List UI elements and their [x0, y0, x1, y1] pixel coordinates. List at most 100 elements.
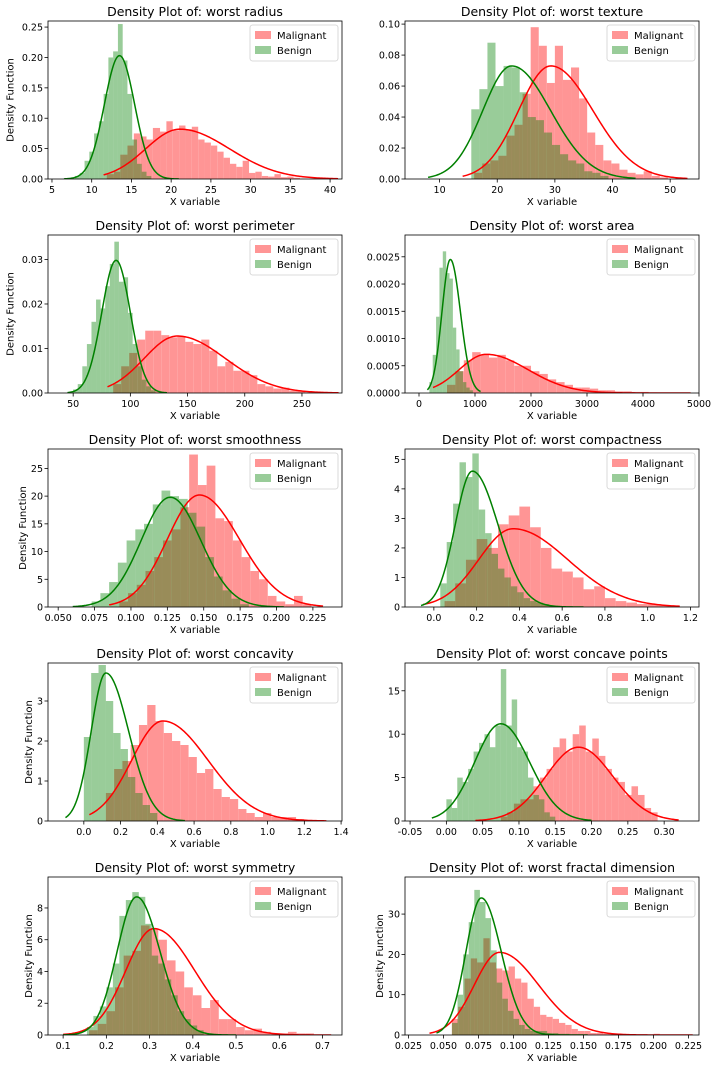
benign-hist-bar	[119, 915, 126, 1035]
x-tick-label: 0.200	[640, 1041, 667, 1052]
malignant-hist-bar	[483, 938, 490, 1035]
malignant-hist-bar	[490, 160, 499, 179]
x-tick-label: 1.2	[683, 613, 698, 624]
benign-hist-bar	[465, 477, 473, 607]
y-tick-label: 0.0015	[367, 307, 400, 318]
density-panel: 50 100 150 200 250 0.00 0.01 0.02 0.03 Density Pl…	[6, 218, 343, 422]
benign-hist-bar	[135, 529, 145, 607]
benign-hist-bar	[496, 982, 503, 1035]
malignant-hist-bar	[106, 174, 114, 179]
malignant-hist-bar	[455, 583, 466, 607]
malignant-hist-bar	[587, 132, 596, 179]
y-tick-label: 10	[388, 730, 400, 741]
benign-hist-bar	[523, 598, 531, 607]
x-axis-label: X variable	[170, 625, 220, 636]
benign-hist-bar	[592, 172, 601, 179]
y-axis-label: Density Function	[6, 58, 17, 142]
malignant-hist-bar	[513, 803, 521, 821]
benign-hist-bar	[128, 312, 133, 393]
malignant-hist-bar	[273, 388, 282, 393]
benign-hist-bar	[113, 733, 121, 821]
legend: Malignant Benign	[606, 666, 696, 704]
malignant-hist-bar	[624, 794, 632, 821]
malignant-hist-bar	[565, 1024, 572, 1035]
benign-hist-bar	[114, 241, 119, 393]
malignant-hist-bar	[579, 725, 586, 821]
x-tick-label: 0.225	[675, 1041, 702, 1052]
malignant-hist-bar	[444, 601, 456, 607]
benign-hist-bar	[197, 1030, 204, 1035]
x-tick-label: 1.2	[297, 827, 312, 838]
malignant-hist-bar	[128, 593, 137, 607]
malignant-hist-bar	[595, 144, 604, 179]
malignant-hist-bar	[644, 807, 652, 821]
x-tick-label: 20	[165, 185, 177, 196]
density-panel: -0.05 0.00 0.05 0.10 0.15 0.20 0.25 0.30 0 5 10 15 D…	[388, 646, 700, 850]
chart-title: Density Plot of: worst compactness	[442, 432, 662, 447]
y-tick-label: 3	[37, 697, 43, 708]
x-tick-label: 40	[606, 185, 618, 196]
malignant-hist-bar	[249, 375, 258, 393]
malignant-hist-bar	[147, 705, 156, 821]
malignant-hist-bar	[527, 998, 534, 1035]
malignant-kde-line	[423, 527, 680, 607]
malignant-hist-bar	[589, 388, 599, 393]
malignant-hist-bar	[268, 176, 275, 179]
malignant-hist-bar	[531, 371, 540, 393]
y-tick-label: 15	[388, 686, 400, 697]
benign-hist-bar	[519, 92, 528, 179]
malignant-hist-bar	[455, 371, 464, 393]
x-tick-label: 40	[324, 185, 336, 196]
malignant-hist-bar	[562, 79, 572, 179]
benign-hist-bar	[451, 1022, 458, 1035]
malignant-hist-bar	[175, 971, 185, 1035]
benign-hist-bar	[117, 562, 127, 607]
benign-hist-bar	[177, 1011, 185, 1035]
plot-area	[427, 27, 688, 179]
malignant-hist-bar	[451, 1018, 459, 1035]
density-panel: 10 20 30 40 50 0.00 0.02 0.04 0.06 0.08 0.10 Densit…	[379, 4, 700, 208]
malignant-hist-bar	[480, 354, 489, 393]
y-tick-label: 10	[31, 547, 43, 558]
malignant-hist-bar	[530, 27, 539, 179]
y-tick-label: 0.0005	[367, 361, 400, 372]
chart-title: Density Plot of: worst symmetry	[95, 860, 296, 875]
benign-hist-bar	[93, 1015, 100, 1035]
y-tick-label: 0.00	[22, 175, 43, 186]
axes-frame	[404, 448, 700, 608]
malignant-hist-bar	[463, 360, 473, 393]
malignant-hist-bar	[447, 384, 456, 393]
y-tick-label: 2	[37, 999, 43, 1010]
benign-hist-bar	[86, 1027, 94, 1035]
benign-hist-bar	[449, 278, 453, 393]
benign-legend-swatch	[612, 46, 628, 54]
benign-hist-bar	[541, 1030, 548, 1035]
benign-hist-bar	[446, 799, 452, 821]
benign-hist-bar	[552, 144, 561, 179]
malignant-legend-label: Malignant	[277, 31, 326, 42]
y-tick-label: 0.03	[22, 255, 43, 266]
benign-legend-label: Benign	[634, 902, 669, 913]
malignant-hist-bar	[188, 757, 197, 821]
malignant-hist-bar	[192, 995, 202, 1035]
benign-hist-bar	[100, 308, 106, 393]
benign-hist-bar	[453, 503, 460, 607]
x-axis-label: X variable	[170, 197, 220, 208]
malignant-hist-bar	[596, 1032, 604, 1035]
malignant-hist-bar	[145, 570, 155, 607]
density-panel: 5 10 15 20 25 30 35 40 0.00 0.05 0.10 0.15 0.20 0.25 D…	[6, 4, 343, 208]
x-axis-label: X variable	[170, 411, 220, 422]
x-tick-label: 0	[416, 399, 422, 410]
malignant-hist-bar	[122, 761, 131, 821]
malignant-hist-bar	[551, 568, 563, 607]
malignant-hist-bar	[205, 769, 214, 821]
benign-hist-bar	[511, 699, 518, 821]
malignant-legend-swatch	[612, 245, 628, 253]
benign-hist-bar	[457, 994, 464, 1035]
malignant-hist-bar	[145, 330, 154, 393]
malignant-kde-line	[475, 746, 679, 821]
benign-hist-bar	[132, 892, 139, 1035]
x-tick-label: 0.10	[508, 827, 529, 838]
x-axis-label: X variable	[527, 1053, 577, 1064]
x-tick-label: 0.0	[426, 613, 441, 624]
